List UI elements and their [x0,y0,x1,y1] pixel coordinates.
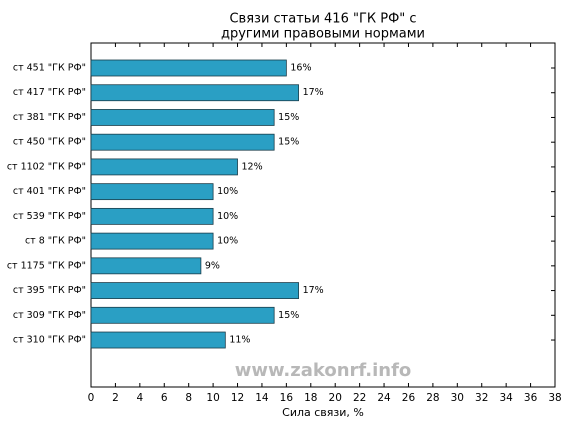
value-label: 17% [303,87,324,98]
bar [90,282,299,299]
x-tick-label: 16 [280,392,294,404]
x-tick-label: 20 [329,392,342,404]
value-label: 10% [217,236,238,247]
value-label: 9% [205,260,220,271]
x-tick-label: 32 [475,392,488,404]
x-tick-label: 22 [353,392,366,404]
bar [90,306,275,324]
value-label: 10% [217,211,238,222]
bar [90,232,214,250]
y-tick-label: ст 1102 "ГК РФ" [7,161,86,172]
y-tick-label: ст 381 "ГК РФ" [13,112,86,123]
x-tick-label: 8 [185,392,192,404]
x-tick-label: 28 [426,392,439,404]
x-tick-label: 12 [231,392,244,404]
bar [90,158,238,176]
bar [90,133,275,151]
value-label: 15% [278,310,299,321]
x-tick-label: 14 [255,392,269,404]
x-tick-label: 26 [402,392,416,404]
value-label: 12% [242,161,263,172]
value-label: 15% [278,137,299,148]
x-tick-label: 6 [161,392,168,404]
bar [90,331,226,349]
x-tick-label: 4 [136,392,143,404]
y-tick-label: ст 8 "ГК РФ" [25,236,86,247]
y-tick-label: ст 401 "ГК РФ" [13,186,86,197]
y-tick-label: ст 309 "ГК РФ" [13,310,86,321]
x-tick-label: 30 [451,392,464,404]
bar [90,207,214,225]
x-tick-label: 0 [88,392,95,404]
y-tick-label: ст 395 "ГК РФ" [13,285,86,296]
bar [90,183,214,201]
x-tick-label: 2 [112,392,119,404]
bar [90,84,299,102]
x-tick-label: 36 [524,392,538,404]
x-axis-label: Сила связи, % [282,406,364,419]
bar [90,59,287,77]
value-label: 10% [217,186,238,197]
y-tick-label: ст 539 "ГК РФ" [13,211,86,222]
x-tick-label: 24 [377,392,391,404]
y-tick-label: ст 417 "ГК РФ" [13,87,86,98]
value-label: 17% [303,285,324,296]
x-tick-label: 38 [548,392,561,404]
chart-title: Связи статьи 416 "ГК РФ" с [229,12,416,27]
watermark: www.zakonrf.info [235,360,412,381]
x-tick-label: 34 [499,392,513,404]
x-tick-label: 10 [206,392,219,404]
y-tick-label: ст 1175 "ГК РФ" [7,260,86,271]
value-label: 11% [229,335,250,346]
value-label: 16% [290,63,311,74]
y-tick-label: ст 451 "ГК РФ" [13,63,86,74]
x-tick-label: 18 [304,392,317,404]
y-tick-label: ст 310 "ГК РФ" [13,335,86,346]
bar [90,109,275,126]
chart-title: другими правовыми нормами [221,27,425,42]
bar [90,257,202,275]
value-label: 15% [278,112,299,123]
y-tick-label: ст 450 "ГК РФ" [13,137,86,148]
